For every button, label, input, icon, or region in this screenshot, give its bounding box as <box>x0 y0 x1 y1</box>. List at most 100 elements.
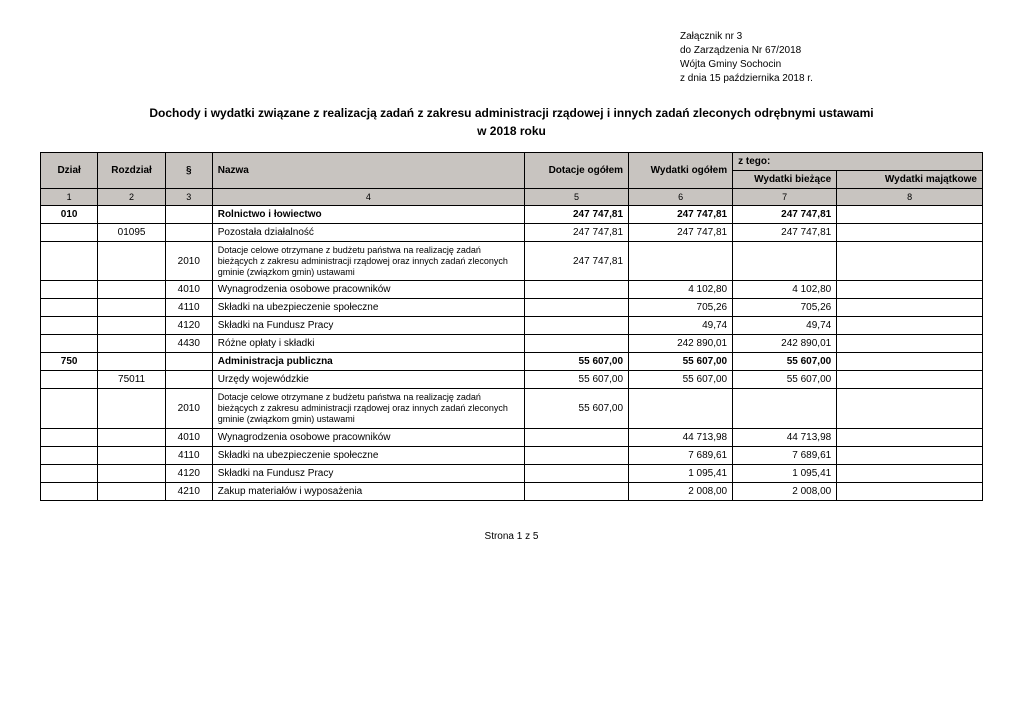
table-row: 2010Dotacje celowe otrzymane z budżetu p… <box>41 389 983 428</box>
header-line: do Zarządzenia Nr 67/2018 <box>680 44 983 58</box>
table-cell: 55 607,00 <box>524 353 628 371</box>
table-cell: 247 747,81 <box>524 242 628 281</box>
table-body: 010Rolnictwo i łowiectwo247 747,81247 74… <box>41 206 983 501</box>
table-cell: 55 607,00 <box>629 353 733 371</box>
table-row: 4120Składki na Fundusz Pracy49,7449,74 <box>41 317 983 335</box>
table-cell <box>98 299 166 317</box>
table-row: 4110Składki na ubezpieczenie społeczne70… <box>41 299 983 317</box>
table-cell <box>524 317 628 335</box>
table-cell <box>837 299 983 317</box>
table-row: 750Administracja publiczna55 607,0055 60… <box>41 353 983 371</box>
table-cell <box>524 299 628 317</box>
table-cell: 4010 <box>165 428 212 446</box>
table-cell: 4120 <box>165 317 212 335</box>
table-cell: 1 095,41 <box>733 464 837 482</box>
table-cell: Dotacje celowe otrzymane z budżetu państ… <box>212 389 524 428</box>
num-col: 6 <box>629 189 733 206</box>
table-cell <box>524 281 628 299</box>
attachment-header: Załącznik nr 3 do Zarządzenia Nr 67/2018… <box>680 30 983 86</box>
table-cell <box>41 242 98 281</box>
table-cell <box>524 482 628 500</box>
table-row: 010Rolnictwo i łowiectwo247 747,81247 74… <box>41 206 983 224</box>
table-cell: Dotacje celowe otrzymane z budżetu państ… <box>212 242 524 281</box>
table-cell <box>41 371 98 389</box>
num-col: 5 <box>524 189 628 206</box>
table-cell <box>837 242 983 281</box>
table-cell <box>165 371 212 389</box>
document-subtitle: w 2018 roku <box>40 124 983 138</box>
table-cell: 2 008,00 <box>733 482 837 500</box>
table-cell <box>98 242 166 281</box>
col-ztego: z tego: <box>733 153 983 171</box>
table-cell: 55 607,00 <box>733 371 837 389</box>
table-cell <box>98 464 166 482</box>
table-cell <box>41 482 98 500</box>
table-cell: Zakup materiałów i wyposażenia <box>212 482 524 500</box>
table-cell <box>98 353 166 371</box>
num-col: 2 <box>98 189 166 206</box>
table-cell <box>98 335 166 353</box>
table-cell <box>41 464 98 482</box>
col-dotacje: Dotacje ogółem <box>524 153 628 189</box>
table-row: 4430Różne opłaty i składki242 890,01242 … <box>41 335 983 353</box>
document-title: Dochody i wydatki związane z realizacją … <box>40 106 983 120</box>
table-row: 4210Zakup materiałów i wyposażenia2 008,… <box>41 482 983 500</box>
col-biezace: Wydatki bieżące <box>733 171 837 189</box>
table-cell: Administracja publiczna <box>212 353 524 371</box>
table-cell <box>41 389 98 428</box>
table-cell: Urzędy wojewódzkie <box>212 371 524 389</box>
table-cell <box>98 389 166 428</box>
table-cell: 242 890,01 <box>733 335 837 353</box>
table-cell: Składki na Fundusz Pracy <box>212 464 524 482</box>
table-cell: 55 607,00 <box>629 371 733 389</box>
page-footer: Strona 1 z 5 <box>40 531 983 542</box>
table-cell <box>165 353 212 371</box>
table-cell: Różne opłaty i składki <box>212 335 524 353</box>
header-line: Wójta Gminy Sochocin <box>680 58 983 72</box>
num-col: 3 <box>165 189 212 206</box>
table-cell <box>41 317 98 335</box>
col-paragraf: § <box>165 153 212 189</box>
table-row: 01095Pozostała działalność247 747,81247 … <box>41 224 983 242</box>
table-cell <box>41 224 98 242</box>
table-cell <box>629 242 733 281</box>
table-cell <box>837 464 983 482</box>
col-rozdzial: Rozdział <box>98 153 166 189</box>
table-cell: 4120 <box>165 464 212 482</box>
table-cell: 242 890,01 <box>629 335 733 353</box>
table-cell <box>41 428 98 446</box>
col-dzial: Dział <box>41 153 98 189</box>
table-cell: 010 <box>41 206 98 224</box>
table-cell: 705,26 <box>733 299 837 317</box>
table-cell: Wynagrodzenia osobowe pracowników <box>212 428 524 446</box>
table-cell <box>837 446 983 464</box>
table-cell: 4110 <box>165 299 212 317</box>
table-cell: 2 008,00 <box>629 482 733 500</box>
header-line: z dnia 15 października 2018 r. <box>680 72 983 86</box>
table-cell: 75011 <box>98 371 166 389</box>
table-cell <box>524 464 628 482</box>
table-cell <box>41 281 98 299</box>
table-cell <box>524 446 628 464</box>
table-cell <box>41 335 98 353</box>
table-cell <box>165 206 212 224</box>
table-cell <box>837 317 983 335</box>
table-cell <box>98 446 166 464</box>
table-row: 75011Urzędy wojewódzkie55 607,0055 607,0… <box>41 371 983 389</box>
table-cell <box>98 206 166 224</box>
table-row: 4010Wynagrodzenia osobowe pracowników4 1… <box>41 281 983 299</box>
table-cell: 55 607,00 <box>733 353 837 371</box>
table-cell: 7 689,61 <box>733 446 837 464</box>
table-cell <box>837 224 983 242</box>
table-cell: Rolnictwo i łowiectwo <box>212 206 524 224</box>
table-cell: 4010 <box>165 281 212 299</box>
num-col: 1 <box>41 189 98 206</box>
num-col: 7 <box>733 189 837 206</box>
table-row: 4110Składki na ubezpieczenie społeczne7 … <box>41 446 983 464</box>
table-cell <box>524 335 628 353</box>
table-cell: 49,74 <box>733 317 837 335</box>
col-wydatki: Wydatki ogółem <box>629 153 733 189</box>
table-cell: 247 747,81 <box>733 206 837 224</box>
table-cell: 55 607,00 <box>524 371 628 389</box>
table-cell <box>733 389 837 428</box>
